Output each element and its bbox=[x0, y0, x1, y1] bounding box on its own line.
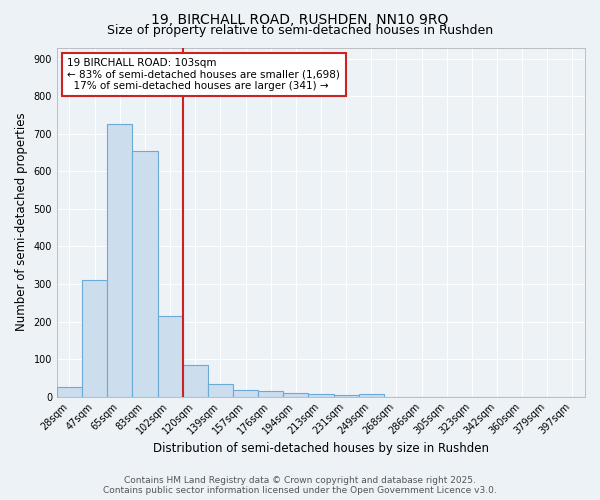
Text: 19, BIRCHALL ROAD, RUSHDEN, NN10 9RQ: 19, BIRCHALL ROAD, RUSHDEN, NN10 9RQ bbox=[151, 12, 449, 26]
Text: Contains HM Land Registry data © Crown copyright and database right 2025.
Contai: Contains HM Land Registry data © Crown c… bbox=[103, 476, 497, 495]
Bar bbox=[158, 316, 182, 396]
Bar bbox=[283, 393, 308, 396]
Bar bbox=[208, 384, 233, 396]
Bar bbox=[334, 395, 359, 396]
Bar bbox=[258, 391, 283, 396]
Text: 19 BIRCHALL ROAD: 103sqm
← 83% of semi-detached houses are smaller (1,698)
  17%: 19 BIRCHALL ROAD: 103sqm ← 83% of semi-d… bbox=[67, 58, 340, 91]
Bar bbox=[107, 124, 133, 396]
Bar bbox=[233, 390, 258, 396]
Bar bbox=[57, 388, 82, 396]
X-axis label: Distribution of semi-detached houses by size in Rushden: Distribution of semi-detached houses by … bbox=[153, 442, 489, 455]
Bar bbox=[133, 150, 158, 396]
Text: Size of property relative to semi-detached houses in Rushden: Size of property relative to semi-detach… bbox=[107, 24, 493, 37]
Bar bbox=[308, 394, 334, 396]
Bar bbox=[182, 365, 208, 396]
Bar bbox=[359, 394, 384, 396]
Bar bbox=[82, 280, 107, 396]
Y-axis label: Number of semi-detached properties: Number of semi-detached properties bbox=[15, 113, 28, 332]
